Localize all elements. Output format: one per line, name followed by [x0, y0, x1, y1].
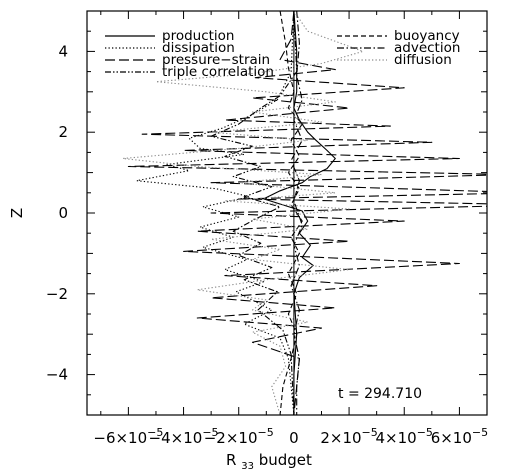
- legend-label: advection: [394, 40, 460, 56]
- series-line-pressure-strain: [127, 11, 487, 415]
- legend-label: diffusion: [394, 52, 452, 68]
- legend: productiondissipationpressure−straintrip…: [105, 28, 460, 80]
- y-tick-label: 4: [58, 42, 68, 60]
- y-tick-label: 2: [58, 123, 68, 141]
- series-line-production: [263, 11, 336, 415]
- y-axis-ticks: −4 −2 0 2 4: [46, 10, 487, 416]
- y-tick-label: 0: [58, 204, 68, 222]
- series-line-advection: [290, 11, 303, 415]
- x-tick-label: 2×10−5: [320, 426, 377, 447]
- series-line-triple-correlation: [210, 11, 298, 415]
- x-tick-mantissa: 0: [289, 429, 299, 447]
- x-tick-exponent: −5: [362, 426, 378, 439]
- y-axis-title: Z: [8, 208, 26, 218]
- x-axis-title-subscript: 33: [241, 461, 254, 472]
- x-tick-label: 0: [289, 429, 299, 447]
- x-tick-exponent: −5: [258, 426, 274, 439]
- x-tick-label: −2×10−5: [204, 426, 274, 447]
- x-axis-title-main: R: [226, 451, 236, 469]
- legend-label: buoyancy: [394, 28, 460, 44]
- x-axis-ticks: −6×10−5−4×10−5−2×10−5 0 2×10−54×10−56×10−5: [93, 11, 488, 447]
- legend-label: triple correlation: [162, 64, 274, 80]
- legend-label: production: [162, 28, 235, 44]
- x-tick-exponent: −5: [202, 426, 218, 439]
- y-tick-label: −4: [46, 366, 68, 384]
- time-annotation: t = 294.710: [338, 386, 422, 402]
- x-tick-exponent: −5: [147, 426, 163, 439]
- x-tick-exponent: −5: [417, 426, 433, 439]
- series-line-diffusion: [122, 11, 364, 415]
- x-tick-label: 6×10−5: [431, 426, 488, 447]
- x-tick-mantissa: 6×10: [431, 429, 472, 447]
- legend-label: dissipation: [162, 40, 235, 56]
- x-tick-mantissa: −2×10: [204, 429, 258, 447]
- x-tick-mantissa: −4×10: [149, 429, 203, 447]
- x-tick-exponent: −5: [472, 426, 488, 439]
- x-tick-mantissa: 4×10: [376, 429, 417, 447]
- x-tick-label: −6×10−5: [93, 426, 163, 447]
- x-tick-mantissa: −6×10: [93, 429, 147, 447]
- y-tick-label: −2: [46, 285, 68, 303]
- legend-label: pressure−strain: [162, 52, 270, 68]
- x-axis-title: R 33 budget: [226, 451, 312, 473]
- x-tick-mantissa: 2×10: [320, 429, 361, 447]
- x-axis-title-suffix: budget: [259, 451, 312, 469]
- x-tick-label: 4×10−5: [376, 426, 433, 447]
- x-tick-label: −4×10−5: [149, 426, 219, 447]
